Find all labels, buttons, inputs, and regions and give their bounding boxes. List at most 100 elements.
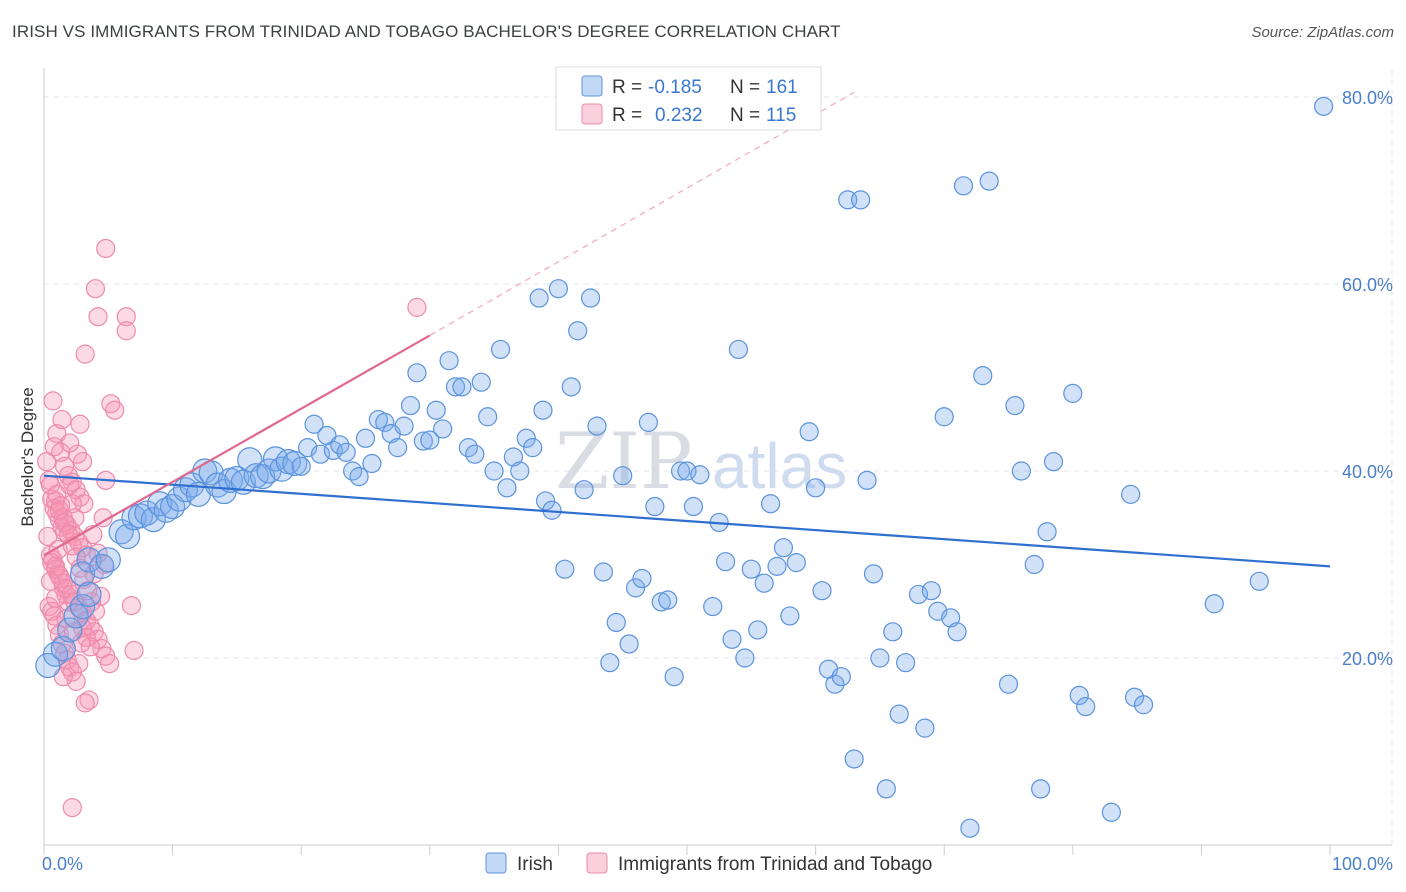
irish-point: [625, 578, 646, 598]
tt-point: [60, 433, 80, 453]
irish-point: [805, 478, 826, 498]
series-irish-points: [35, 96, 1334, 838]
irish-point: [773, 538, 794, 558]
irish-point: [114, 523, 141, 550]
irish-point: [1037, 522, 1057, 542]
irish-point: [1005, 395, 1025, 416]
tt-point: [65, 508, 85, 528]
y-tick-label-60: 60.0%: [1342, 275, 1393, 295]
legend-irish-r-value: -0.185: [648, 77, 702, 98]
legend-bottom-swatch-tt: [586, 852, 608, 874]
irish-point: [1313, 96, 1334, 116]
irish-point: [57, 617, 83, 643]
tt-point: [43, 391, 63, 411]
irish-point: [851, 190, 871, 210]
tt-point: [53, 667, 73, 687]
tt-point: [96, 238, 116, 259]
irish-point: [548, 279, 569, 299]
irish-point: [863, 564, 884, 584]
tt-point: [47, 484, 67, 504]
tt-point: [407, 297, 427, 317]
irish-point: [1121, 484, 1141, 504]
irish-point: [478, 407, 498, 427]
tt-point: [74, 494, 94, 514]
y-tick-label-40: 40.0%: [1342, 462, 1393, 482]
irish-point: [1101, 802, 1121, 822]
irish-point: [420, 430, 440, 450]
tt-point: [54, 512, 75, 533]
irish-point: [484, 461, 504, 481]
irish-point: [651, 592, 671, 612]
irish-point: [439, 351, 459, 371]
irish-point: [1024, 554, 1044, 575]
irish-point: [722, 629, 742, 649]
irish-point: [786, 553, 806, 573]
tt-point: [52, 409, 72, 430]
irish-point: [69, 561, 96, 587]
irish-point: [516, 428, 536, 448]
tt-point: [124, 640, 144, 661]
irish-point: [465, 444, 485, 464]
irish-point: [394, 416, 414, 436]
legend-tt-r-label: R =: [612, 105, 642, 126]
irish-point: [561, 377, 581, 397]
irish-point: [349, 467, 369, 487]
irish-point: [613, 466, 633, 486]
trend-lines: [43, 91, 1331, 568]
irish-trend-line: [43, 474, 1331, 568]
irish-point: [638, 412, 659, 432]
x-tick-label-min: 0.0%: [42, 854, 83, 874]
irish-point: [166, 486, 192, 512]
legend-stats: R = -0.185 N = 161 R = 0.232 N = 115: [555, 66, 822, 131]
tt-point: [88, 307, 108, 327]
irish-point: [645, 496, 665, 517]
irish-point: [433, 419, 453, 439]
irish-point: [760, 494, 781, 514]
irish-point: [658, 590, 678, 610]
irish-point: [1043, 452, 1064, 472]
tt-point: [75, 344, 95, 364]
tt-point: [85, 279, 106, 299]
irish-point: [452, 377, 472, 397]
irish-point: [953, 176, 974, 196]
irish-point: [683, 496, 704, 517]
irish-point: [921, 581, 941, 601]
legend-tt-n-label: N =: [730, 105, 760, 126]
irish-point: [523, 438, 543, 458]
irish-point: [224, 465, 250, 492]
irish-point: [153, 497, 179, 523]
irish-point: [632, 568, 652, 589]
irish-point: [889, 704, 909, 724]
y-axis-title: Bachelor's Degree: [18, 387, 37, 526]
irish-point: [979, 171, 999, 191]
irish-point: [426, 400, 446, 420]
irish-point: [1063, 383, 1083, 403]
irish-point: [580, 288, 601, 308]
irish-point: [767, 556, 787, 576]
irish-point: [237, 447, 263, 473]
irish-point: [960, 818, 980, 838]
irish-point: [1204, 594, 1224, 614]
irish-point: [535, 491, 556, 511]
tt-point: [44, 437, 64, 457]
axes: [43, 68, 1392, 855]
irish-point: [883, 622, 903, 642]
legend-bottom-label-tt: Immigrants from Trinidad and Tobago: [618, 854, 932, 875]
watermark-atlas: atlas: [712, 430, 847, 502]
irish-point: [619, 634, 639, 654]
irish-point: [825, 674, 845, 694]
irish-point: [336, 442, 356, 462]
irish-point: [934, 407, 954, 427]
irish-point: [857, 470, 877, 490]
legend-irish-n-label: N =: [730, 77, 760, 98]
irish-point: [76, 581, 102, 608]
irish-point: [568, 321, 588, 341]
irish-point: [831, 667, 851, 687]
legend-bottom-swatch-irish: [485, 852, 507, 874]
irish-point: [497, 478, 517, 498]
irish-point: [50, 636, 76, 662]
irish-point: [844, 749, 864, 769]
irish-point: [533, 400, 553, 420]
irish-point: [304, 414, 324, 434]
irish-point: [1069, 685, 1089, 706]
